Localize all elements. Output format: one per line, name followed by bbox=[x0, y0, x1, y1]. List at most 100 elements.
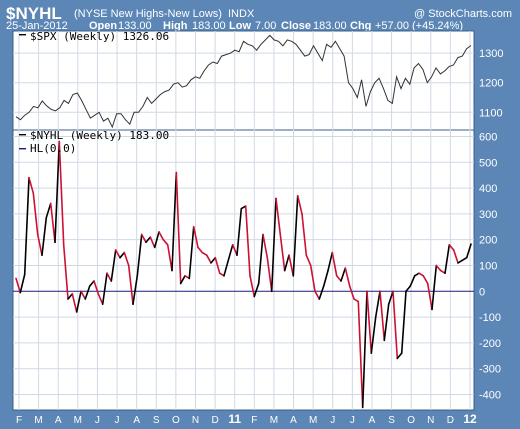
x-tick-label: O bbox=[172, 415, 180, 426]
x-tick-label: F bbox=[251, 415, 257, 426]
open-label: Open bbox=[89, 20, 117, 32]
x-tick-label: J bbox=[350, 415, 355, 426]
spx-series bbox=[15, 34, 472, 129]
x-tick-label: A bbox=[290, 415, 297, 426]
nyhl-segment bbox=[41, 216, 48, 256]
low-value: 7.00 bbox=[255, 20, 276, 32]
nyhl-segment bbox=[249, 274, 256, 298]
nyhl-segment bbox=[275, 197, 282, 236]
x-tick-label: N bbox=[192, 415, 199, 426]
close-label: Close bbox=[281, 20, 311, 32]
x-tick-label: M bbox=[309, 415, 317, 426]
low-label: Low bbox=[229, 20, 251, 32]
nyhl-segment bbox=[71, 293, 78, 313]
x-tick-label: 11 bbox=[228, 412, 241, 426]
x-tick-label: F bbox=[16, 415, 22, 426]
nyhl-y-tick-label: -100 bbox=[479, 312, 501, 324]
nyhl-segment bbox=[379, 290, 386, 342]
nyhl-segment bbox=[465, 243, 472, 259]
nyhl-segment bbox=[387, 290, 394, 306]
nyhl-segment bbox=[49, 202, 56, 244]
nyhl-segment bbox=[292, 195, 299, 277]
nyhl-segment bbox=[374, 290, 381, 318]
nyhl-segment bbox=[357, 300, 364, 409]
nyhl-segment bbox=[444, 244, 451, 275]
nyhl-segment bbox=[457, 259, 464, 264]
nyhl-segment bbox=[288, 254, 295, 277]
nyhl-segment bbox=[305, 254, 312, 267]
x-tick-label: 12 bbox=[463, 412, 477, 426]
nyhl-y-tick-label: -300 bbox=[479, 364, 501, 376]
nyhl-segment bbox=[192, 226, 199, 249]
nyhl-segment bbox=[136, 233, 143, 277]
nyhl-segment bbox=[452, 249, 459, 264]
nyhl-segment bbox=[413, 272, 420, 277]
x-tick-label: J bbox=[95, 415, 100, 426]
nyhl-y-tick-label: 0 bbox=[479, 286, 485, 298]
nyhl-segment bbox=[409, 274, 416, 287]
chart-date: 25-Jan-2012 bbox=[6, 20, 68, 32]
open-value: 133.00 bbox=[118, 20, 152, 32]
nyhl-segment bbox=[335, 274, 342, 282]
x-tick-label: O bbox=[407, 415, 415, 426]
watermark: @ StockCharts.com bbox=[414, 8, 512, 20]
nyhl-segment bbox=[283, 254, 290, 272]
x-tick-label: J bbox=[115, 415, 120, 426]
nyhl-segment bbox=[127, 264, 134, 306]
nyhl-segment bbox=[132, 274, 139, 306]
nyhl-segment bbox=[101, 272, 108, 306]
nyhl-segment bbox=[461, 256, 468, 262]
nyhl-segment bbox=[23, 176, 30, 276]
nyhl-segment bbox=[231, 244, 238, 256]
x-tick-label: N bbox=[427, 415, 434, 426]
nyhl-segment bbox=[205, 254, 212, 264]
nyhl-segment bbox=[392, 290, 399, 360]
close-value: 183.00 bbox=[313, 20, 347, 32]
nyhl-segment bbox=[214, 256, 221, 275]
nyhl-segment bbox=[67, 293, 74, 300]
nyhl-segment bbox=[418, 272, 425, 277]
nyhl-segment bbox=[396, 352, 403, 360]
nyhl-segment bbox=[175, 171, 182, 285]
nyhl-segment bbox=[361, 290, 368, 409]
nyhl-segment bbox=[435, 264, 442, 272]
x-tick-label: S bbox=[388, 415, 395, 426]
spx-y-axis: 1100 1200 1300 bbox=[479, 48, 503, 119]
nyhl-segment bbox=[279, 233, 286, 272]
nyhl-segment bbox=[201, 251, 208, 256]
spx-y-tick-label: 1200 bbox=[479, 78, 503, 90]
nyhl-segment bbox=[301, 213, 308, 256]
x-tick-label: D bbox=[211, 415, 218, 426]
nyhl-segment bbox=[36, 233, 43, 256]
nyhl-segment bbox=[32, 192, 39, 236]
nyhl-segment bbox=[383, 303, 390, 342]
nyhl-segment bbox=[218, 272, 225, 277]
spx-y-tick-label: 1100 bbox=[479, 107, 503, 119]
nyhl-segment bbox=[236, 207, 243, 256]
nyhl-panel-title: $NYHL (Weekly) 183.00 bbox=[30, 129, 169, 142]
spx-line bbox=[15, 34, 472, 129]
nyhl-segment bbox=[45, 202, 52, 219]
nyhl-y-tick-label: 500 bbox=[479, 157, 497, 169]
x-tick-label: A bbox=[369, 415, 376, 426]
nyhl-y-tick-label: 600 bbox=[479, 131, 497, 143]
nyhl-segment bbox=[93, 280, 100, 295]
nyhl-segment bbox=[405, 285, 412, 293]
nyhl-segment bbox=[253, 282, 260, 298]
nyhl-segment bbox=[223, 259, 230, 277]
nyhl-segment bbox=[322, 269, 329, 287]
nyhl-segment bbox=[331, 251, 338, 277]
nyhl-segment bbox=[448, 244, 455, 251]
nyhl-segment bbox=[97, 293, 104, 306]
nyhl-segment bbox=[110, 249, 117, 282]
nyhl-panel bbox=[12, 129, 475, 411]
chg-value: +57.00 (+45.24%) bbox=[375, 20, 463, 32]
nyhl-segment bbox=[106, 272, 113, 282]
nyhl-segment bbox=[119, 251, 126, 259]
x-tick-label: M bbox=[34, 415, 42, 426]
nyhl-segment bbox=[158, 231, 165, 241]
nyhl-segment bbox=[58, 140, 65, 246]
x-tick-label: M bbox=[74, 415, 82, 426]
nyhl-segment bbox=[62, 244, 69, 300]
nyhl-segment bbox=[314, 290, 321, 300]
